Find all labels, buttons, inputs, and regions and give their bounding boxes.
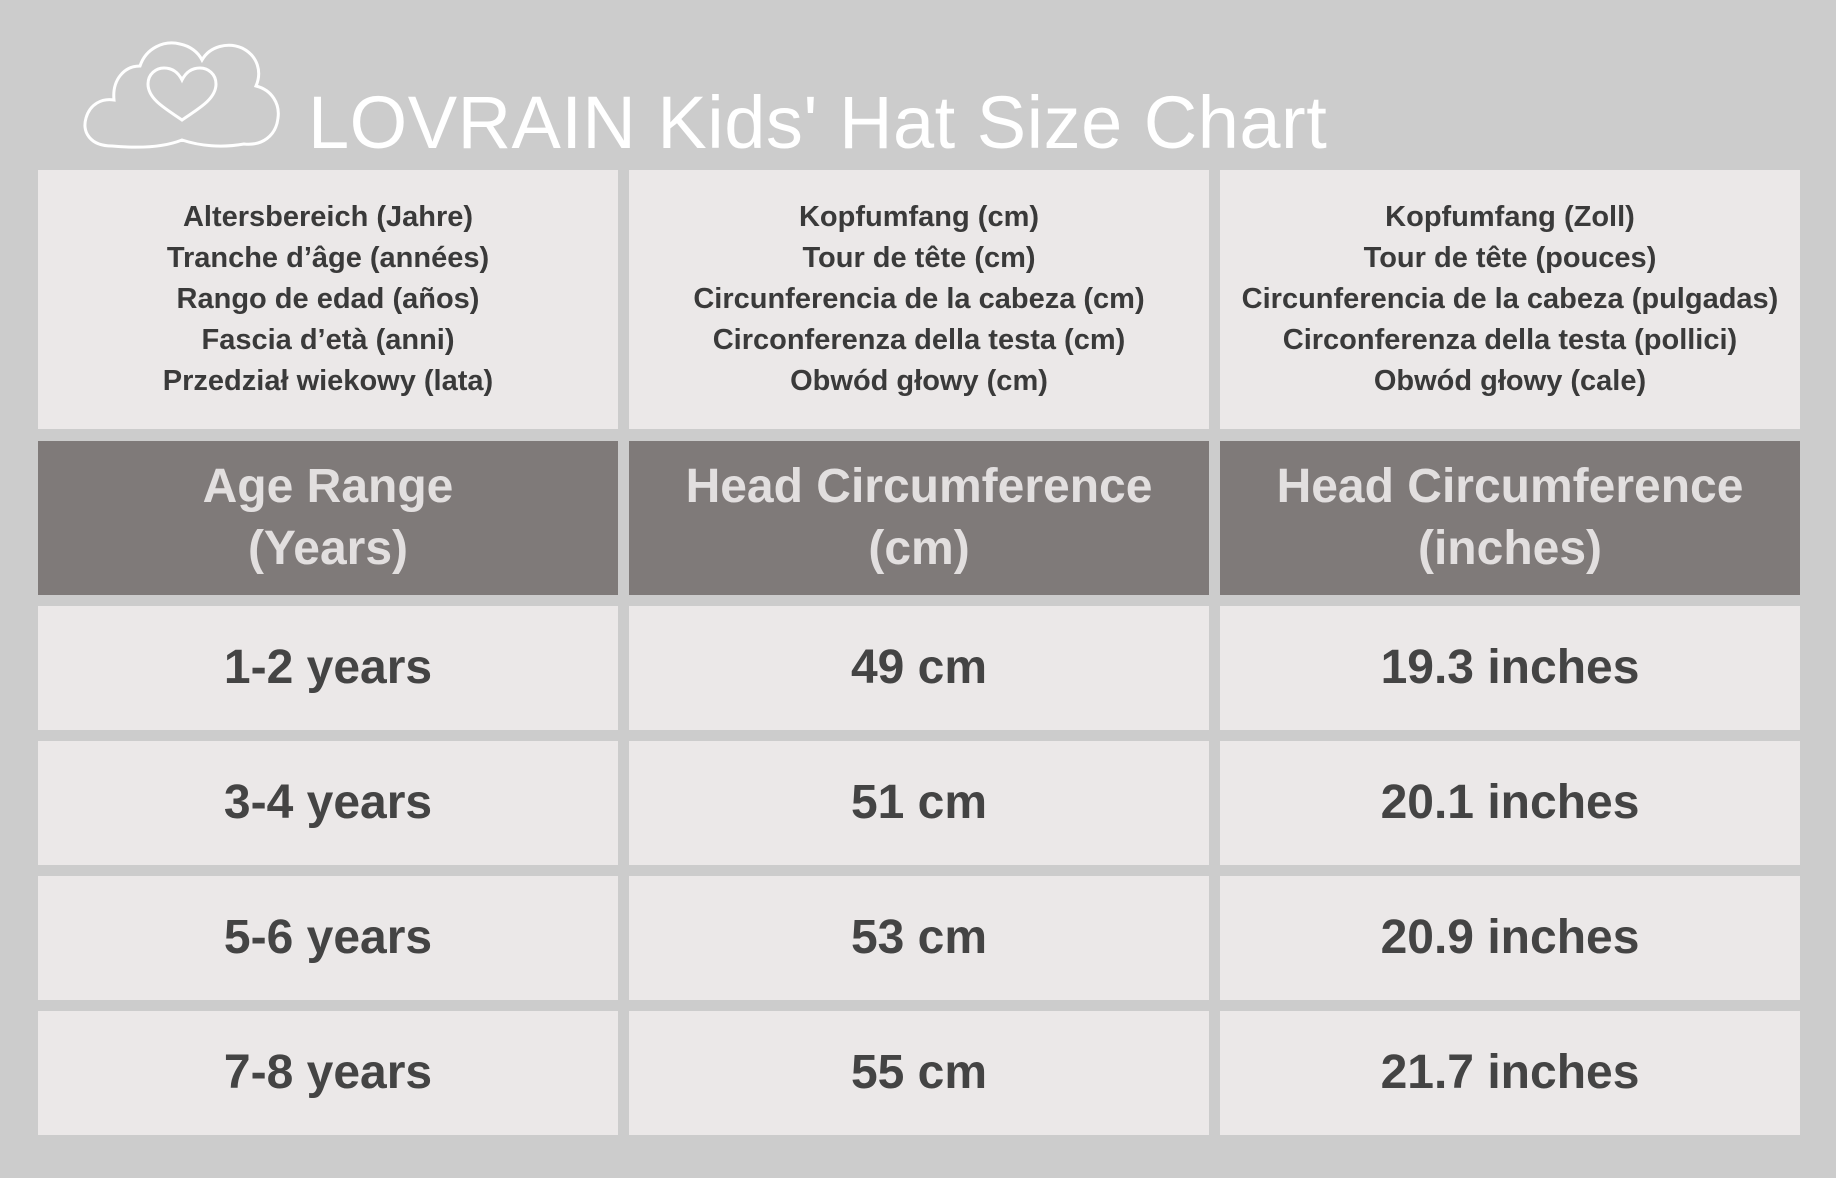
table-cell-inches: 19.3 inches xyxy=(1220,606,1800,730)
header-line: Circunferencia de la cabeza (cm) xyxy=(693,283,1145,315)
heart-cloud-icon xyxy=(83,41,280,149)
column-header-line: (cm) xyxy=(868,522,970,575)
header-line: Tour de tête (pouces) xyxy=(1363,242,1657,274)
header-line: Tranche d’âge (années) xyxy=(166,242,490,274)
table-cell-inches: 20.1 inches xyxy=(1220,741,1800,865)
size-chart-table: Altersbereich (Jahre) Tranche d’âge (ann… xyxy=(38,170,1800,1135)
header-line: Kopfumfang (cm) xyxy=(798,201,1040,233)
header-line: Circonferenza della testa (cm) xyxy=(712,324,1126,356)
table-cell-age: 7-8 years xyxy=(38,1011,618,1135)
table-cell-cm: 51 cm xyxy=(629,741,1209,865)
table-cell-cm: 49 cm xyxy=(629,606,1209,730)
table-cell-age: 1-2 years xyxy=(38,606,618,730)
table-cell-age: 5-6 years xyxy=(38,876,618,1000)
column-header-line: (inches) xyxy=(1417,522,1603,575)
table-cell-inches: 21.7 inches xyxy=(1220,1011,1800,1135)
header-line: Przedział wiekowy (lata) xyxy=(162,365,494,397)
header-line: Obwód głowy (cale) xyxy=(1373,365,1647,397)
multilingual-header-age: Altersbereich (Jahre) Tranche d’âge (ann… xyxy=(38,170,618,429)
column-header-cm: Head Circumference (cm) xyxy=(629,441,1209,595)
header-line: Rango de edad (años) xyxy=(176,283,480,315)
multilingual-header-inches: Kopfumfang (Zoll) Tour de tête (pouces) … xyxy=(1220,170,1800,429)
column-header-inches: Head Circumference (inches) xyxy=(1220,441,1800,595)
column-header-line: Age Range xyxy=(202,460,454,513)
table-cell-cm: 55 cm xyxy=(629,1011,1209,1135)
table-cell-age: 3-4 years xyxy=(38,741,618,865)
header-line: Kopfumfang (Zoll) xyxy=(1385,201,1635,233)
column-header-line: (Years) xyxy=(247,522,409,575)
column-header-line: Head Circumference xyxy=(685,460,1153,513)
header-line: Circonferenza della testa (pollici) xyxy=(1282,324,1738,356)
header-line: Circunferencia de la cabeza (pulgadas) xyxy=(1241,283,1779,315)
column-header-age: Age Range (Years) xyxy=(38,441,618,595)
header-line: Altersbereich (Jahre) xyxy=(182,201,474,233)
table-cell-cm: 53 cm xyxy=(629,876,1209,1000)
chart-header: LOVRAIN Kids' Hat Size Chart xyxy=(0,0,1836,170)
header-line: Obwód głowy (cm) xyxy=(790,365,1048,397)
multilingual-header-cm: Kopfumfang (cm) Tour de tête (cm) Circun… xyxy=(629,170,1209,429)
header-line: Fascia d’età (anni) xyxy=(201,324,455,356)
table-cell-inches: 20.9 inches xyxy=(1220,876,1800,1000)
column-header-line: Head Circumference xyxy=(1276,460,1744,513)
header-line: Tour de tête (cm) xyxy=(802,242,1036,274)
page-title: LOVRAIN Kids' Hat Size Chart xyxy=(308,81,1328,164)
